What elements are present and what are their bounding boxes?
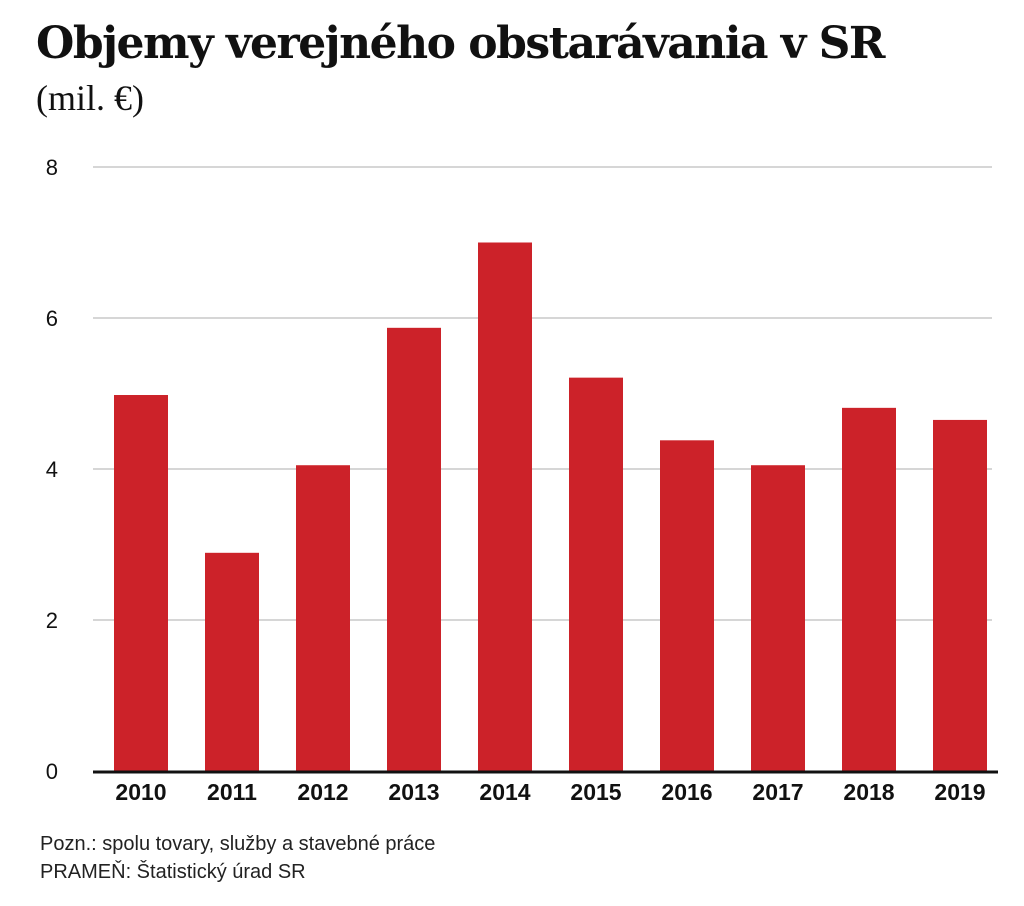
bars [114, 242, 987, 771]
y-tick-label: 4 [46, 457, 58, 482]
y-tick-label: 8 [46, 155, 58, 180]
y-tick-label: 2 [46, 608, 58, 633]
bar-2010 [114, 395, 168, 771]
bar-2016 [660, 440, 714, 771]
x-tick-label: 2017 [752, 779, 803, 805]
x-tick-label: 2010 [115, 779, 166, 805]
bar-2015 [569, 377, 623, 771]
source-note: PRAMEŇ: Štatistický úrad SR [40, 861, 306, 883]
bar-2019 [933, 419, 987, 771]
x-tick-label: 2011 [207, 779, 257, 805]
x-tick-label: 2015 [570, 779, 621, 805]
bar-2013 [387, 327, 441, 771]
footnote: Pozn.: spolu tovary, služby a stavebné p… [40, 833, 436, 855]
bar-2011 [205, 552, 259, 771]
x-tick-label: 2013 [388, 779, 439, 805]
x-tick-label: 2018 [843, 779, 894, 805]
chart-title: Objemy verejného obstarávania v SR [36, 18, 886, 69]
x-tick-label: 2019 [934, 779, 985, 805]
bar-2014 [478, 242, 532, 771]
bar-2012 [296, 465, 350, 771]
x-tick-label: 2012 [297, 779, 348, 805]
x-axis-tick-labels: 2010 2011 2012 2013 2014 2015 2016 2017 2018 2019 [115, 779, 985, 805]
x-tick-label: 2016 [661, 779, 712, 805]
x-tick-label: 2014 [479, 779, 530, 805]
bar-2018 [842, 407, 896, 771]
y-tick-label: 6 [46, 306, 58, 331]
y-tick-label: 0 [46, 759, 58, 784]
y-axis-tick-labels: 0 2 4 6 8 [46, 155, 58, 784]
chart-subtitle-unit: (mil. €) [36, 78, 144, 118]
bar-2017 [751, 465, 805, 771]
